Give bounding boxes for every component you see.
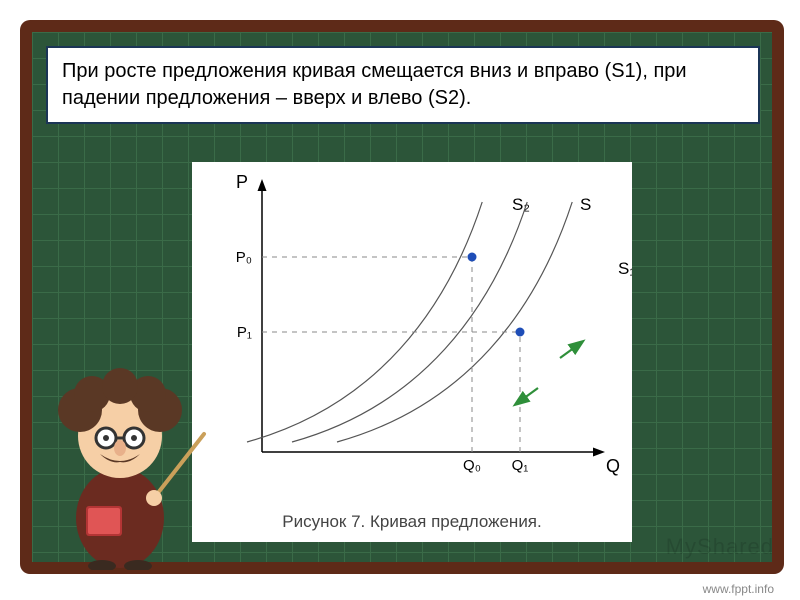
svg-text:P₀: P₀	[236, 249, 252, 266]
supply-curve-chart: P Q S₂ S S₁ P₀ Q₀ P₁ Q₁	[192, 162, 632, 502]
professor-cartoon	[32, 350, 212, 570]
description-text: При росте предложения кривая смещается в…	[62, 60, 687, 109]
fppt-link: www.fppt.info	[703, 582, 774, 596]
svg-text:P: P	[236, 172, 248, 192]
description-box: При росте предложения кривая смещается в…	[46, 46, 760, 124]
svg-text:P₁: P₁	[237, 324, 252, 341]
svg-text:Q₀: Q₀	[463, 457, 481, 474]
svg-text:Q: Q	[606, 456, 620, 476]
watermark: MyShared	[666, 534, 774, 560]
chart-container: P Q S₂ S S₁ P₀ Q₀ P₁ Q₁ Рисунок 7. Кривая предло…	[192, 162, 632, 542]
svg-text:S₁: S₁	[618, 259, 632, 278]
svg-text:S₂: S₂	[512, 195, 530, 214]
chart-caption: Рисунок 7. Кривая предложения.	[192, 512, 632, 532]
svg-text:Q₁: Q₁	[512, 457, 529, 474]
slide-frame: При росте предложения кривая смещается в…	[20, 20, 784, 574]
svg-text:S: S	[580, 195, 591, 214]
